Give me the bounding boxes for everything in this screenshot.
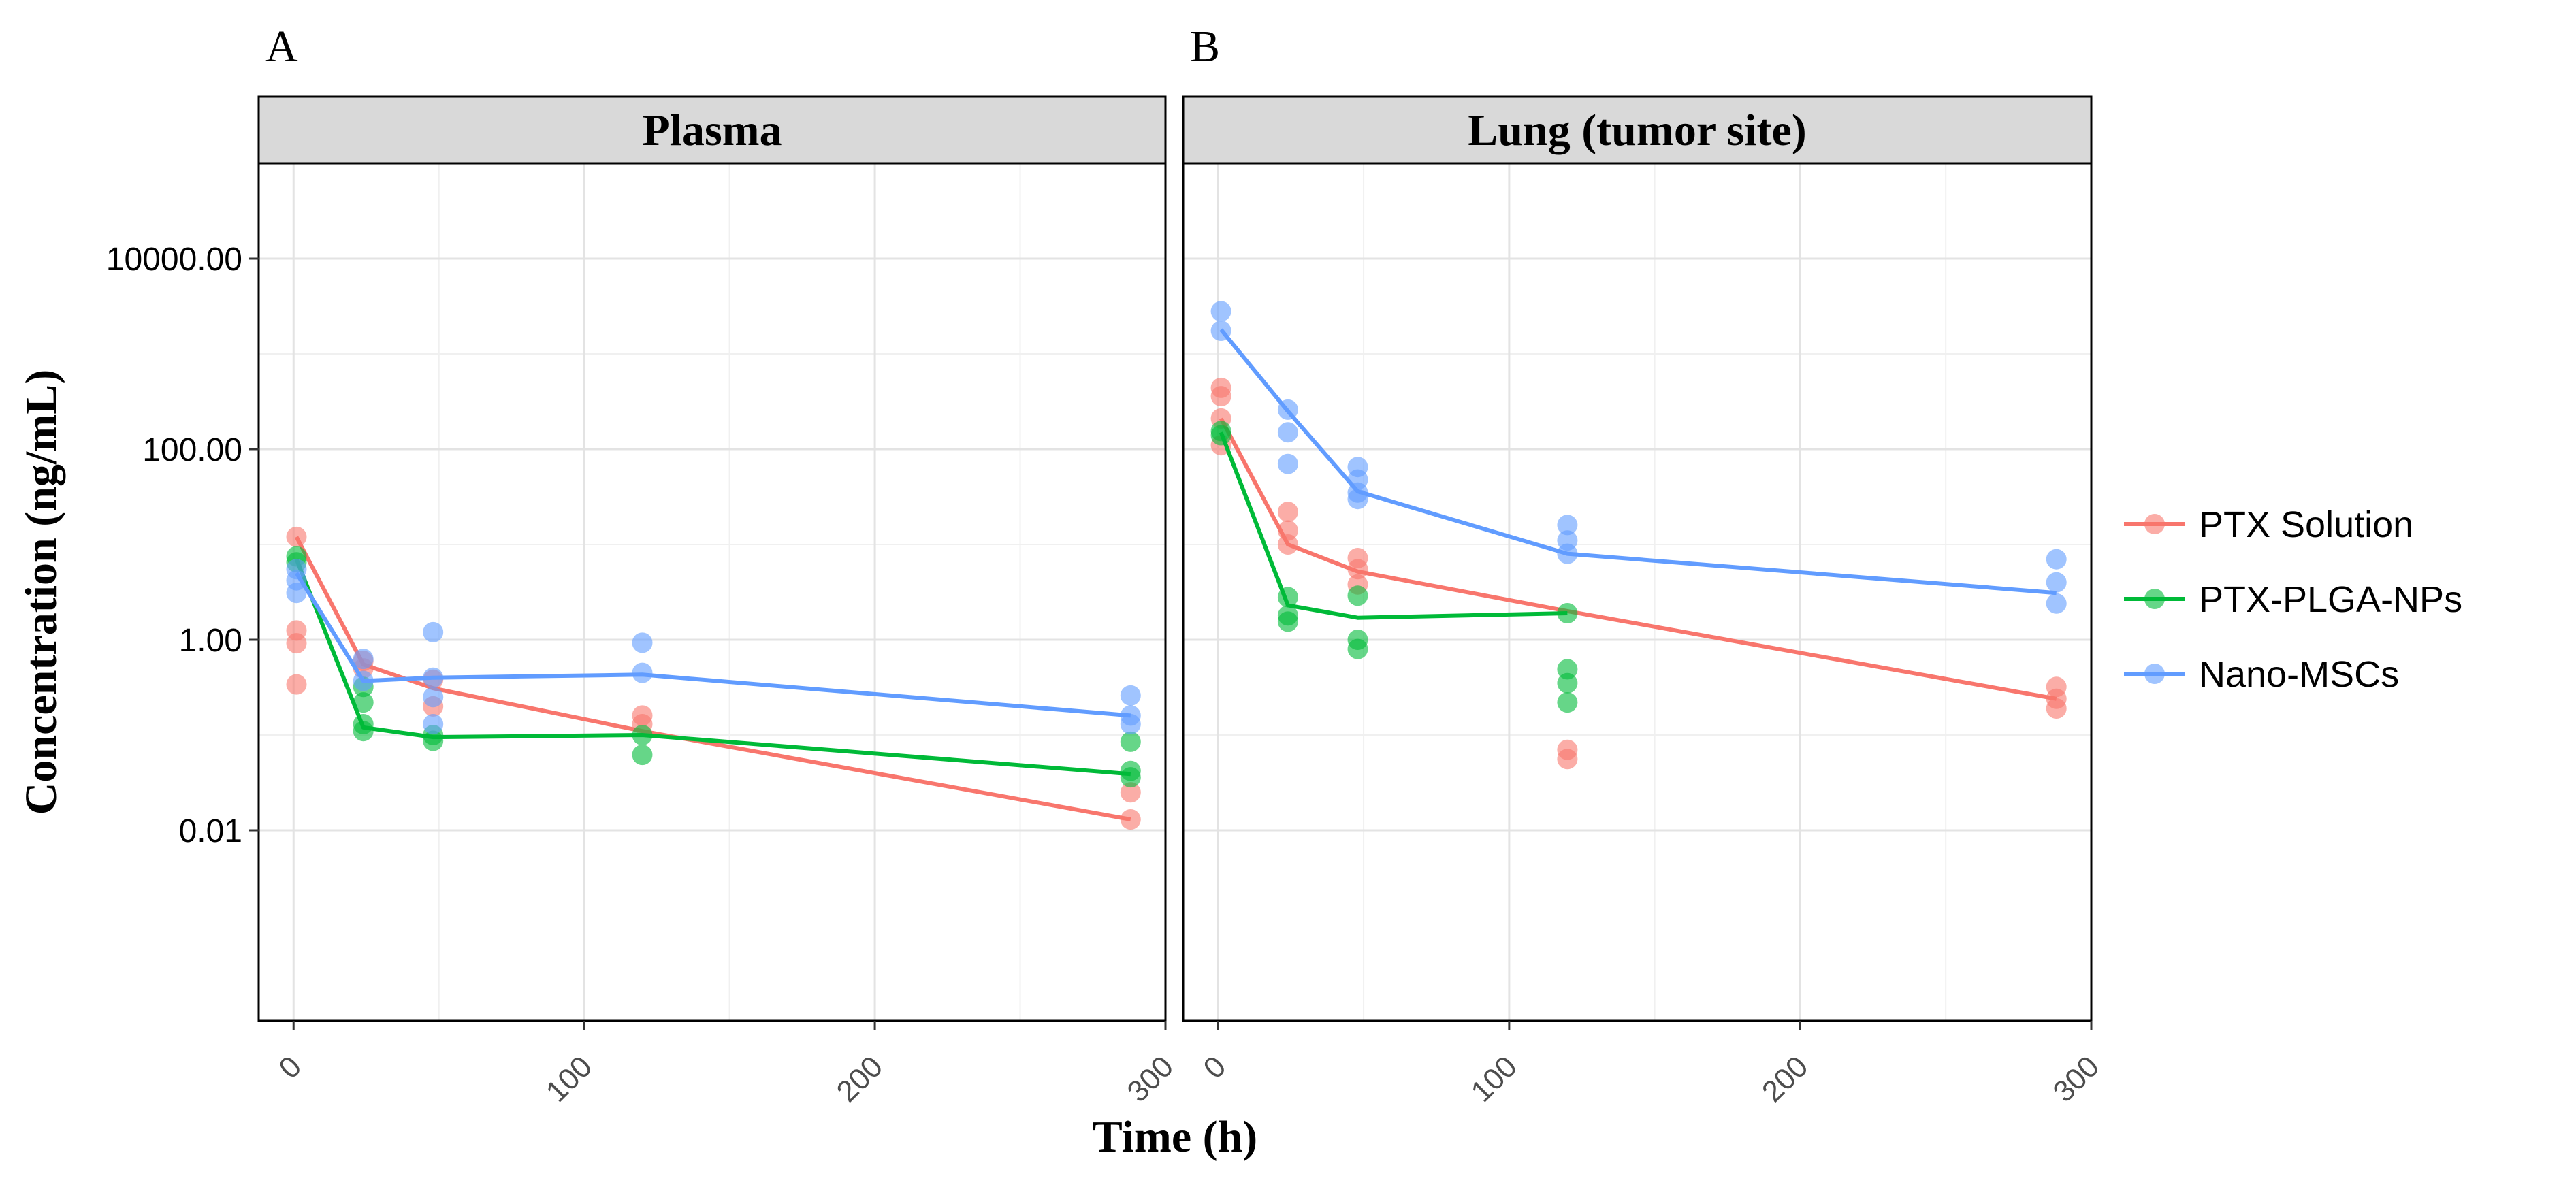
- data-point: [1210, 425, 1231, 446]
- data-point: [1210, 321, 1231, 341]
- data-point: [632, 662, 653, 683]
- data-point: [1120, 714, 1141, 734]
- data-point: [1210, 301, 1231, 322]
- plot-background: [1183, 163, 2091, 1021]
- y-tick-label: 10000.00: [106, 242, 242, 278]
- legend-point: [2144, 514, 2165, 534]
- data-point: [353, 649, 374, 670]
- data-point: [1347, 638, 1368, 659]
- data-point: [423, 667, 444, 688]
- x-tick-label: 200: [1756, 1049, 1815, 1109]
- legend: PTX Solution PTX-PLGA-NPs Nano-MSCs: [2124, 504, 2462, 695]
- data-point: [423, 730, 444, 751]
- data-point: [1120, 782, 1141, 803]
- x-tick-label: 300: [1121, 1049, 1180, 1109]
- data-point: [632, 745, 653, 766]
- legend-point: [2144, 589, 2165, 609]
- data-point: [353, 721, 374, 742]
- y-tick-label: 100.00: [142, 432, 242, 468]
- data-point: [1277, 422, 1298, 443]
- data-point: [1120, 809, 1141, 830]
- data-point: [1120, 731, 1141, 752]
- data-point: [1347, 585, 1368, 606]
- data-point: [1557, 692, 1578, 713]
- data-point: [1277, 399, 1298, 420]
- strip-label: Plasma: [642, 105, 782, 155]
- data-point: [1347, 489, 1368, 510]
- series-ptx-plga-nps: [1210, 421, 1578, 713]
- data-point: [2046, 698, 2067, 719]
- x-tick-label: 0: [1197, 1049, 1232, 1085]
- data-point: [1210, 386, 1231, 407]
- data-point: [632, 632, 653, 653]
- data-point: [1557, 543, 1578, 564]
- data-point: [1277, 534, 1298, 555]
- data-point: [1120, 767, 1141, 788]
- panel-b: B Lung (tumor site) 0 100 200 300: [1182, 22, 2106, 1109]
- data-point: [1557, 672, 1578, 694]
- data-point: [1277, 502, 1298, 523]
- data-point: [353, 692, 374, 713]
- legend-item: Nano-MSCs: [2124, 654, 2399, 695]
- legend-label: PTX-PLGA-NPs: [2199, 579, 2462, 620]
- panel-border: [1182, 162, 2093, 1022]
- legend-label: Nano-MSCs: [2199, 654, 2399, 695]
- panel-border: [257, 162, 1167, 1022]
- x-tick-label: 0: [272, 1049, 308, 1085]
- legend-item: PTX-PLGA-NPs: [2124, 579, 2462, 620]
- series-nano-mscs: [286, 559, 1141, 734]
- series-ptx-plga-nps: [286, 546, 1141, 788]
- data-point: [2046, 593, 2067, 614]
- data-point: [286, 674, 307, 695]
- x-tick-label: 100: [540, 1049, 599, 1109]
- data-point: [286, 633, 307, 654]
- data-point: [1557, 603, 1578, 623]
- panel-letter: B: [1190, 22, 1220, 71]
- data-point: [1277, 611, 1298, 632]
- data-point: [1557, 749, 1578, 770]
- data-point: [1347, 559, 1368, 580]
- panel-letter: A: [265, 22, 298, 71]
- x-axis-title: Time (h): [1093, 1112, 1258, 1162]
- y-axis-title: Concentration (ng/mL): [16, 370, 66, 815]
- data-point: [1557, 515, 1578, 536]
- data-point: [632, 725, 653, 745]
- data-point: [1277, 453, 1298, 474]
- data-point: [1277, 587, 1298, 608]
- x-tick-label: 300: [2047, 1049, 2106, 1109]
- data-point: [1120, 685, 1141, 706]
- plot-background: [259, 163, 1165, 1021]
- data-point: [1277, 520, 1298, 541]
- data-point: [2046, 549, 2067, 570]
- data-point: [286, 583, 307, 604]
- strip-background: [1182, 95, 2093, 165]
- x-tick-label: 200: [831, 1049, 890, 1109]
- y-tick-label: 0.01: [179, 813, 242, 849]
- panel-a: A Plasma 0 100 200 300: [257, 22, 1180, 1109]
- y-tick-label: 1.00: [179, 623, 242, 659]
- strip-background: [257, 95, 1167, 165]
- data-point: [2046, 572, 2067, 593]
- legend-point: [2144, 664, 2165, 684]
- series-nano-mscs: [1210, 301, 2067, 614]
- series-line: [1219, 431, 1568, 620]
- legend-label: PTX Solution: [2199, 504, 2413, 545]
- series-ptx-solution: [1210, 377, 2067, 770]
- data-point: [423, 714, 444, 734]
- legend-item: PTX Solution: [2124, 504, 2413, 545]
- strip-label: Lung (tumor site): [1468, 105, 1806, 155]
- x-tick-label: 100: [1464, 1049, 1524, 1109]
- data-point: [286, 526, 307, 547]
- data-point: [353, 670, 374, 691]
- data-point: [423, 687, 444, 708]
- grid: [1183, 163, 2093, 1021]
- data-point: [423, 621, 444, 642]
